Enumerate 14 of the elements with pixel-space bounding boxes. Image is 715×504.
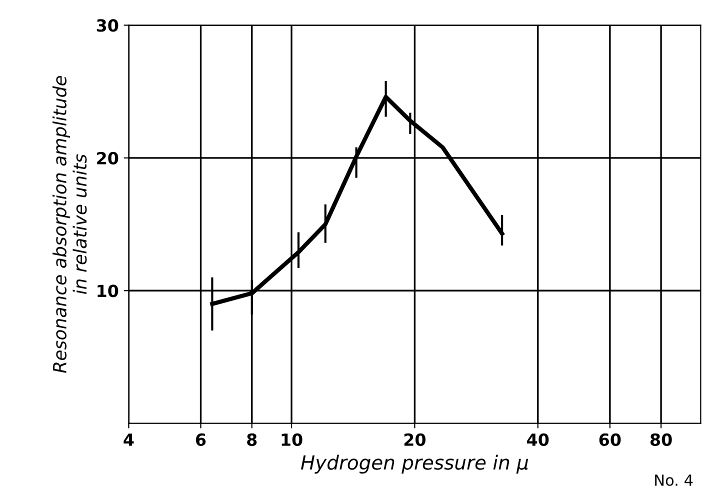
y-axis-title: Resonance absorption amplitude in relative units (52, 76, 87, 373)
x-tick-label: 80 (650, 433, 672, 446)
x-tick-label: 60 (599, 433, 621, 446)
x-axis-title: Hydrogen pressure in μ (300, 454, 528, 474)
x-tick-label: 40 (527, 433, 549, 446)
x-tick-label: 20 (404, 433, 426, 446)
x-tick-label: 10 (282, 433, 302, 446)
y-tick-label: 30 (96, 19, 118, 32)
x-tick-label: 4 (124, 434, 134, 446)
text: No. 4 (655, 474, 693, 486)
y-tick-label: 10 (98, 284, 118, 298)
y-tick-label: 20 (97, 152, 118, 164)
x-tick-label: 6 (196, 433, 206, 446)
x-tick-label: 8 (247, 433, 257, 446)
